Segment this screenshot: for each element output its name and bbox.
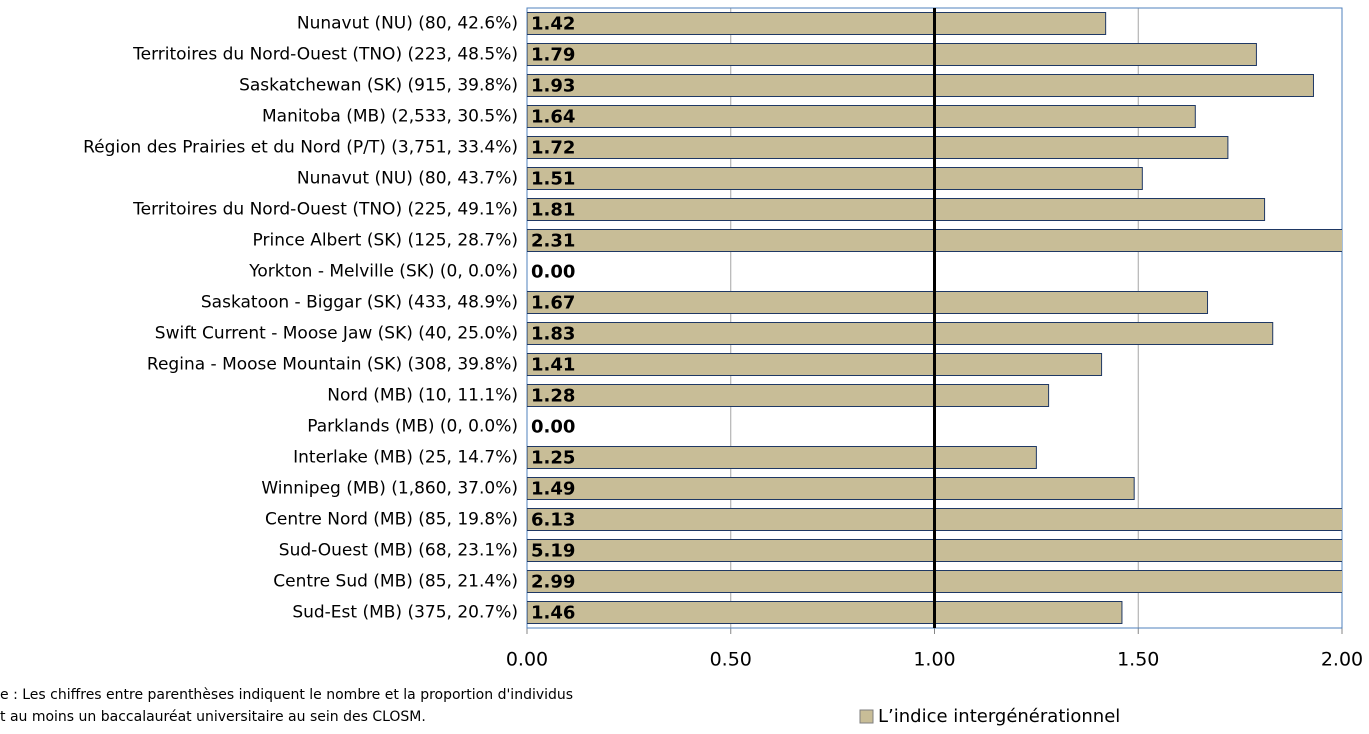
x-tick-label: 2.00 (1321, 649, 1363, 671)
bar (527, 539, 1342, 562)
bar (527, 198, 1266, 221)
y-tick-label: Territoires du Nord-Ouest (TNO) (223, 48… (132, 45, 518, 65)
value-label: 1.51 (531, 169, 575, 190)
y-tick-label: Saskatchewan (SK) (915, 39.8%) (239, 76, 518, 96)
y-tick-label: Nunavut (NU) (80, 42.6%) (297, 14, 518, 34)
note: e : Les chiffres entre parenthèses indiq… (0, 687, 573, 703)
value-label: 1.64 (531, 107, 575, 128)
bar (527, 12, 1107, 35)
note: t au moins un baccalauréat universitaire… (0, 709, 426, 725)
value-label: 1.81 (531, 200, 575, 221)
value-label: 5.19 (531, 541, 575, 562)
value-label: 1.49 (531, 479, 575, 500)
y-tick-label: Regina - Moose Mountain (SK) (308, 39.8%… (147, 355, 518, 375)
bars (527, 12, 1342, 624)
y-tick-label: Centre Nord (MB) (85, 19.8%) (265, 510, 518, 530)
y-tick-label: Sud-Ouest (MB) (68, 23.1%) (279, 541, 518, 561)
y-tick-label: Saskatoon - Biggar (SK) (433, 48.9%) (201, 293, 518, 313)
value-label: 1.93 (531, 76, 575, 97)
y-tick-label: Sud-Est (MB) (375, 20.7%) (292, 603, 518, 623)
bar (527, 322, 1274, 345)
x-tick-label: 0.50 (710, 649, 752, 671)
x-tick-label: 1.00 (913, 649, 955, 671)
value-label: 0.00 (531, 417, 575, 438)
y-tick-label: Yorkton - Melville (SK) (0, 0.0%) (248, 262, 518, 282)
y-tick-label: Territoires du Nord-Ouest (TNO) (225, 49… (132, 200, 518, 220)
x-tick-label: 0.00 (506, 649, 548, 671)
y-tick-label: Centre Sud (MB) (85, 21.4%) (273, 572, 518, 592)
legend-label: L’indice intergénérationnel (878, 706, 1120, 727)
bar (527, 43, 1257, 66)
bar (527, 167, 1143, 190)
y-tick-label: Winnipeg (MB) (1,860, 37.0%) (261, 479, 518, 499)
value-label: 1.41 (531, 355, 575, 376)
value-label: 1.46 (531, 603, 575, 624)
value-label: 1.67 (531, 293, 575, 314)
value-label: 1.83 (531, 324, 575, 345)
value-label: 1.79 (531, 45, 575, 66)
bar (527, 446, 1037, 469)
bar (527, 384, 1050, 407)
bar (527, 291, 1209, 314)
bar (527, 229, 1342, 252)
bar (527, 74, 1314, 97)
bar (527, 136, 1229, 159)
bar (527, 477, 1135, 500)
y-tick-label: Manitoba (MB) (2,533, 30.5%) (262, 107, 518, 127)
value-label: 2.31 (531, 231, 575, 252)
y-tick-label: Prince Albert (SK) (125, 28.7%) (253, 231, 518, 251)
y-tick-label: Région des Prairies et du Nord (P/T) (3,… (83, 138, 518, 158)
y-tick-label: Nord (MB) (10, 11.1%) (327, 386, 518, 406)
value-label: 1.25 (531, 448, 575, 469)
value-label: 1.72 (531, 138, 575, 159)
bar (527, 105, 1196, 128)
x-tick-label: 1.50 (1117, 649, 1159, 671)
value-label: 6.13 (531, 510, 575, 531)
y-tick-label: Parklands (MB) (0, 0.0%) (307, 417, 518, 437)
value-label: 2.99 (531, 572, 575, 593)
legend-swatch (859, 709, 874, 724)
value-label: 0.00 (531, 262, 575, 283)
bar (527, 570, 1342, 593)
bar (527, 601, 1123, 624)
value-label: 1.42 (531, 14, 575, 35)
value-label: 1.28 (531, 386, 575, 407)
y-tick-label: Swift Current - Moose Jaw (SK) (40, 25.0… (155, 324, 518, 344)
bar (527, 353, 1103, 376)
bar (527, 508, 1342, 531)
y-tick-label: Nunavut (NU) (80, 43.7%) (297, 169, 518, 189)
y-tick-label: Interlake (MB) (25, 14.7%) (293, 448, 518, 468)
